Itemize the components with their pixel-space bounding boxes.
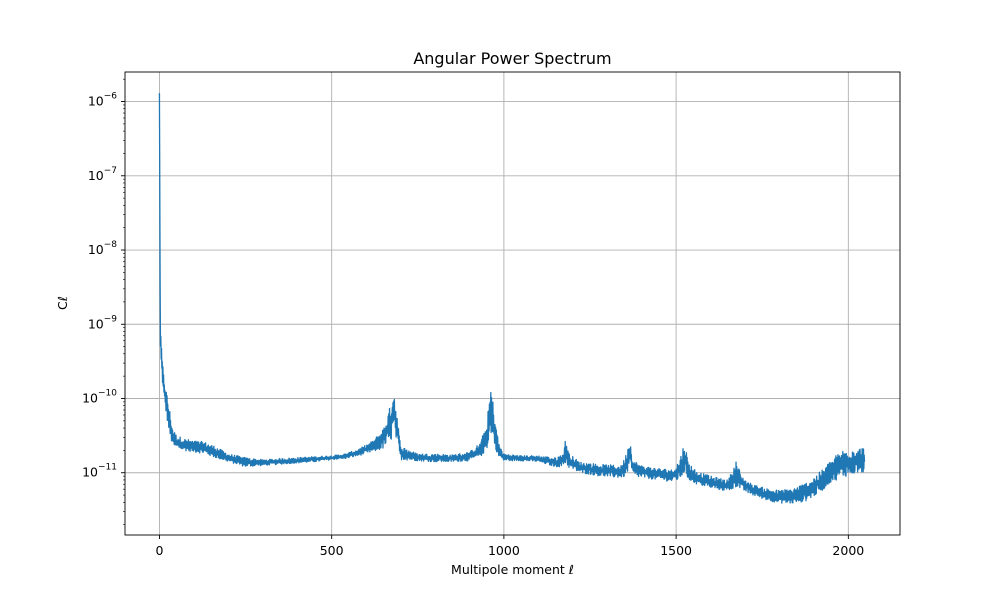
y-axis-ticks: 10−11 10−10 10−9 10−8 10−7 10−6 <box>82 78 125 525</box>
x-tick-label: 1500 <box>660 543 692 558</box>
series-layer <box>158 93 866 504</box>
x-tick-label: 0 <box>155 543 163 558</box>
y-tick-label: 10−10 <box>82 389 117 406</box>
y-tick-label: 10−8 <box>88 240 117 257</box>
chart-title: Angular Power Spectrum <box>413 49 611 68</box>
x-axis-ticks: 0 500 1000 1500 2000 <box>155 535 864 558</box>
y-tick-label: 10−6 <box>88 92 117 109</box>
x-axis-label: Multipole moment ℓ <box>451 562 574 577</box>
y-tick-label: 10−7 <box>88 166 117 183</box>
x-tick-label: 2000 <box>832 543 864 558</box>
plot-area-frame <box>124 71 901 536</box>
y-tick-label: 10−9 <box>88 314 117 331</box>
series-line-0 <box>158 93 866 504</box>
x-tick-label: 500 <box>320 543 344 558</box>
x-tick-label: 1000 <box>488 543 520 558</box>
y-tick-label: 10−11 <box>82 463 117 480</box>
grid-lines <box>125 72 900 535</box>
y-axis-label: Cℓ <box>55 296 70 310</box>
